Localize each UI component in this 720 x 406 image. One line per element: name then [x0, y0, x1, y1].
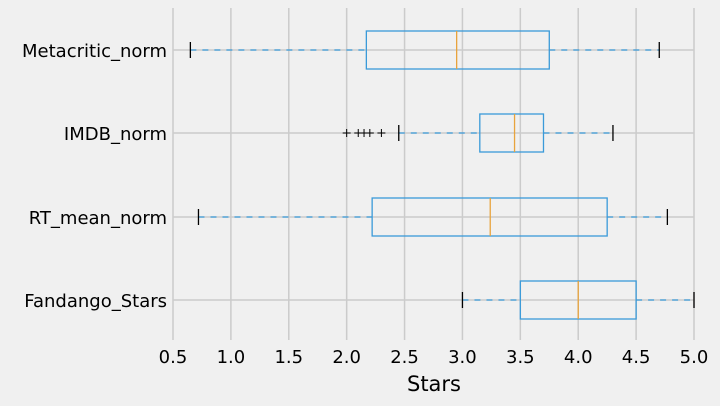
box-series — [189, 30, 695, 320]
y-tick-label: IMDB_norm — [64, 124, 167, 145]
x-tick-label: 4.0 — [564, 347, 593, 368]
y-tick-label: Fandango_Stars — [24, 291, 167, 312]
x-tick-label: 1.5 — [274, 347, 303, 368]
flier-marker — [377, 129, 386, 137]
box-group — [189, 30, 660, 70]
y-tick-labels: Metacritic_norm IMDB_norm RT_mean_norm Fand… — [22, 41, 167, 312]
box-group — [197, 197, 669, 237]
x-tick-label: 3.0 — [448, 347, 477, 368]
box-group — [342, 113, 614, 153]
x-tick-label: 2.5 — [390, 347, 419, 368]
grid-lines — [172, 8, 695, 340]
x-tick-label: 1.0 — [217, 347, 246, 368]
x-tick-label: 5.0 — [680, 347, 709, 368]
x-tick-label: 0.5 — [159, 347, 188, 368]
y-tick-label: RT_mean_norm — [29, 208, 167, 229]
x-tick-label: 3.5 — [506, 347, 535, 368]
flier-marker — [342, 129, 351, 137]
iqr-box — [479, 113, 545, 153]
flier-marker — [365, 129, 374, 137]
x-tick-labels: 0.5 1.0 1.5 2.0 2.5 3.0 3.5 4.0 4.5 5.0 — [159, 347, 709, 368]
x-axis-label: Stars — [407, 372, 461, 396]
x-tick-label: 4.5 — [622, 347, 651, 368]
y-tick-label: Metacritic_norm — [22, 41, 167, 62]
x-tick-label: 2.0 — [332, 347, 361, 368]
box-group — [461, 280, 695, 320]
iqr-box — [365, 30, 550, 70]
